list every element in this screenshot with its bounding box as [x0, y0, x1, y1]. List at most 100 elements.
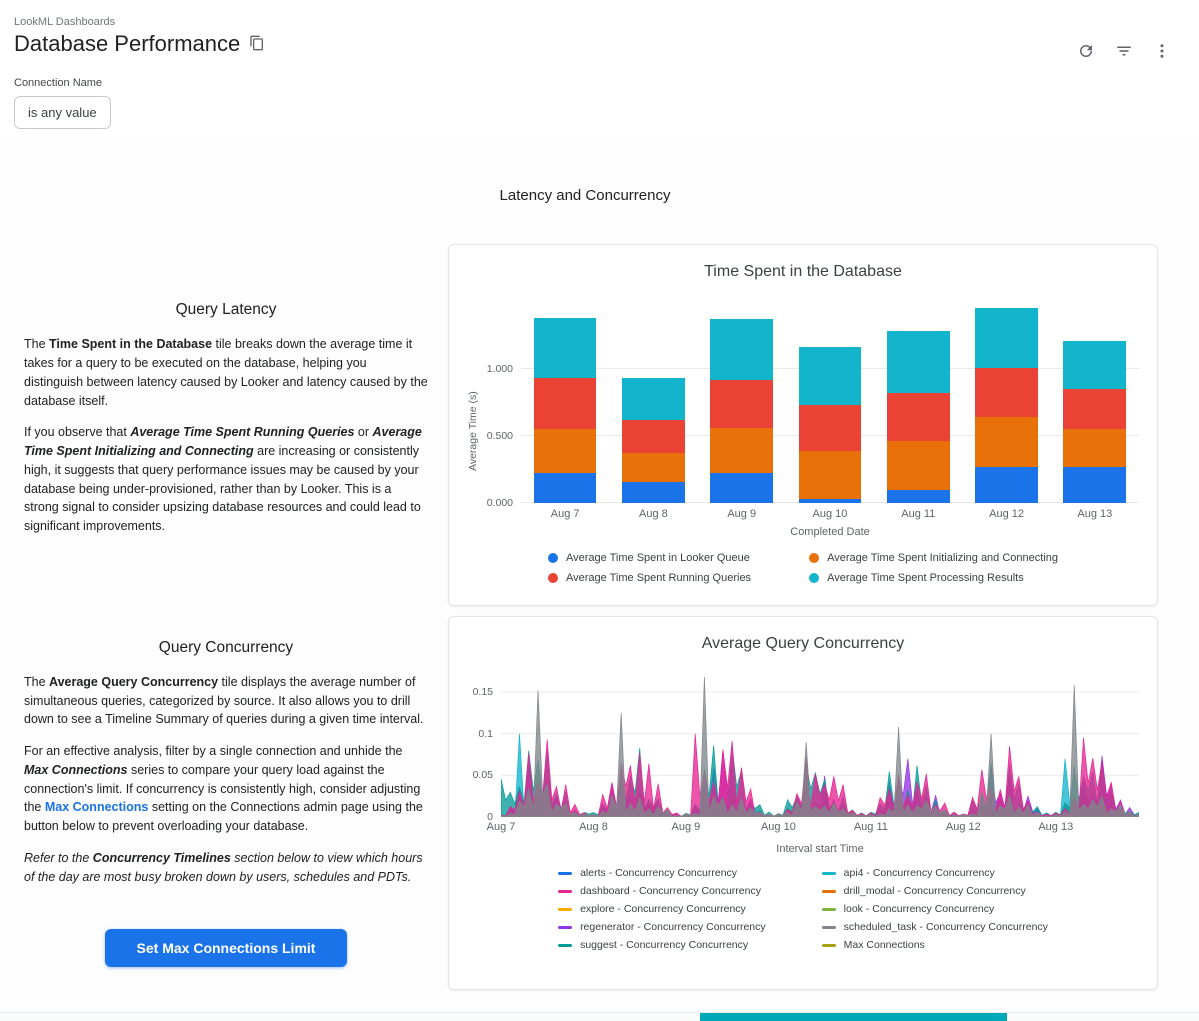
legend-label: api4 - Concurrency Concurrency — [843, 867, 995, 879]
stacked-bar[interactable] — [975, 295, 1038, 503]
area-series[interactable] — [501, 676, 1139, 817]
legend-item[interactable]: scheduled_task - Concurrency Concurrency — [821, 921, 1048, 933]
dashboard-body: Latency and Concurrency Query Latency Th… — [12, 187, 1158, 990]
filters-toggle-button[interactable] — [1115, 42, 1133, 63]
legend-item[interactable]: api4 - Concurrency Concurrency — [821, 867, 1048, 879]
y-axis-ticks: 0 0.05 0.1 0.15 — [467, 667, 501, 823]
query-latency-paragraph: If you observe that Average Time Spent R… — [24, 425, 422, 533]
stacked-bar[interactable] — [798, 295, 862, 503]
bar-segment[interactable] — [975, 417, 1038, 467]
y-tick-label: 0.05 — [472, 769, 493, 782]
stacked-bar[interactable] — [886, 295, 950, 503]
set-max-connections-button[interactable]: Set Max Connections Limit — [104, 929, 348, 968]
legend-label: Max Connections — [843, 939, 925, 951]
legend-swatch-icon — [558, 871, 573, 875]
y-tick-label: 0.000 — [486, 497, 513, 509]
more-vert-icon — [1153, 42, 1171, 63]
filter-label: Connection Name — [14, 77, 103, 89]
legend-label: alerts - Concurrency Concurrency — [580, 867, 738, 879]
stacked-bar[interactable] — [622, 295, 685, 503]
legend-item[interactable]: alerts - Concurrency Concurrency — [558, 867, 766, 879]
bar-segment[interactable] — [975, 466, 1038, 503]
legend-swatch-icon — [821, 943, 836, 947]
legend-label: suggest - Concurrency Concurrency — [580, 939, 749, 951]
bar-segment[interactable] — [533, 473, 597, 503]
legend-item[interactable]: dashboard - Concurrency Concurrency — [558, 885, 766, 897]
legend-label: Average Time Spent in Looker Queue — [565, 552, 750, 564]
connection-name-filter[interactable]: is any value — [14, 96, 111, 129]
legend-item[interactable]: Average Time Spent in Looker Queue — [547, 552, 751, 564]
chart-title: Average Query Concurrency — [701, 635, 905, 652]
bar-segment[interactable] — [798, 450, 862, 499]
area-series[interactable] — [501, 733, 1139, 817]
legend-swatch-icon — [821, 925, 836, 929]
query-concurrency-paragraph: The Average Query Concurrency tile displ… — [24, 674, 424, 727]
bar-segment[interactable] — [886, 489, 950, 503]
legend-item[interactable]: explore - Concurrency Concurrency — [558, 903, 766, 915]
x-tick-label: Aug 11 — [853, 821, 888, 833]
bar-segment[interactable] — [622, 378, 685, 420]
bar-segment[interactable] — [1063, 429, 1127, 467]
bar-segment[interactable] — [622, 453, 685, 482]
y-tick-label: 0.15 — [472, 686, 493, 698]
bar-segment[interactable] — [533, 378, 597, 430]
legend-swatch-icon — [558, 943, 573, 947]
legend-swatch-icon — [547, 573, 558, 583]
copy-dashboard-button[interactable] — [249, 35, 265, 54]
bar-segment[interactable] — [533, 429, 597, 474]
x-tick-label: Aug 13 — [1077, 508, 1113, 520]
y-tick-label: 1.000 — [486, 362, 513, 375]
bar-segment[interactable] — [710, 473, 774, 503]
stacked-bar[interactable] — [533, 295, 597, 503]
query-latency-text-tile: Query Latency The Time Spent in the Data… — [12, 244, 440, 606]
breadcrumb[interactable]: LookML Dashboards — [14, 16, 116, 28]
y-axis-label: Average Time (s) — [467, 391, 479, 472]
bar-segment[interactable] — [886, 331, 950, 393]
area-chart-plot — [501, 667, 1139, 817]
y-tick-label: 0.1 — [478, 727, 493, 740]
x-tick-label: Aug 8 — [639, 508, 668, 520]
bar-segment[interactable] — [798, 405, 862, 451]
bar-segment[interactable] — [1063, 340, 1127, 389]
legend-item[interactable]: regenerator - Concurrency Concurrency — [558, 921, 766, 933]
refresh-button[interactable] — [1077, 42, 1095, 63]
x-tick-label: Aug 10 — [812, 508, 848, 520]
x-axis-label: Completed Date — [790, 526, 870, 538]
x-tick-label: Aug 9 — [671, 821, 701, 833]
legend-label: Average Time Spent Initializing and Conn… — [827, 552, 1059, 564]
x-tick-label: Aug 7 — [486, 821, 516, 833]
copy-icon — [249, 35, 265, 54]
bar-chart-legend: Average Time Spent in Looker Queue Averag… — [467, 552, 1139, 584]
legend-item[interactable]: suggest - Concurrency Concurrency — [558, 939, 766, 951]
bar-segment[interactable] — [622, 481, 685, 503]
bar-segment[interactable] — [710, 379, 774, 428]
legend-swatch-icon — [547, 553, 558, 563]
legend-item[interactable]: Average Time Spent Initializing and Conn… — [809, 552, 1058, 564]
legend-item[interactable]: Average Time Spent Processing Results — [809, 572, 1058, 584]
y-tick-label: 0.500 — [486, 429, 513, 442]
legend-item[interactable]: Max Connections — [821, 939, 1048, 951]
next-tile-chart-peek — [700, 1013, 1007, 1021]
legend-swatch-icon — [821, 907, 836, 911]
legend-item[interactable]: look - Concurrency Concurrency — [821, 903, 1048, 915]
bar-segment[interactable] — [886, 441, 950, 490]
bar-segment[interactable] — [798, 347, 862, 406]
more-actions-button[interactable] — [1153, 42, 1171, 63]
bar-segment[interactable] — [798, 498, 862, 503]
stacked-bar[interactable] — [1063, 295, 1127, 503]
legend-label: dashboard - Concurrency Concurrency — [580, 885, 761, 897]
legend-item[interactable]: Average Time Spent Running Queries — [547, 572, 751, 584]
bar-segment[interactable] — [710, 427, 774, 474]
bar-segment[interactable] — [975, 308, 1038, 368]
bar-segment[interactable] — [622, 419, 685, 454]
legend-item[interactable]: drill_modal - Concurrency Concurrency — [821, 885, 1048, 897]
query-latency-heading: Query Latency — [175, 301, 277, 319]
bar-segment[interactable] — [533, 317, 597, 379]
bar-segment[interactable] — [1063, 466, 1127, 503]
bar-segment[interactable] — [886, 393, 950, 442]
bar-segment[interactable] — [710, 319, 774, 380]
bar-segment[interactable] — [975, 367, 1038, 418]
stacked-bar[interactable] — [710, 295, 774, 503]
x-tick-label: Aug 11 — [901, 508, 936, 520]
bar-segment[interactable] — [1063, 388, 1127, 430]
